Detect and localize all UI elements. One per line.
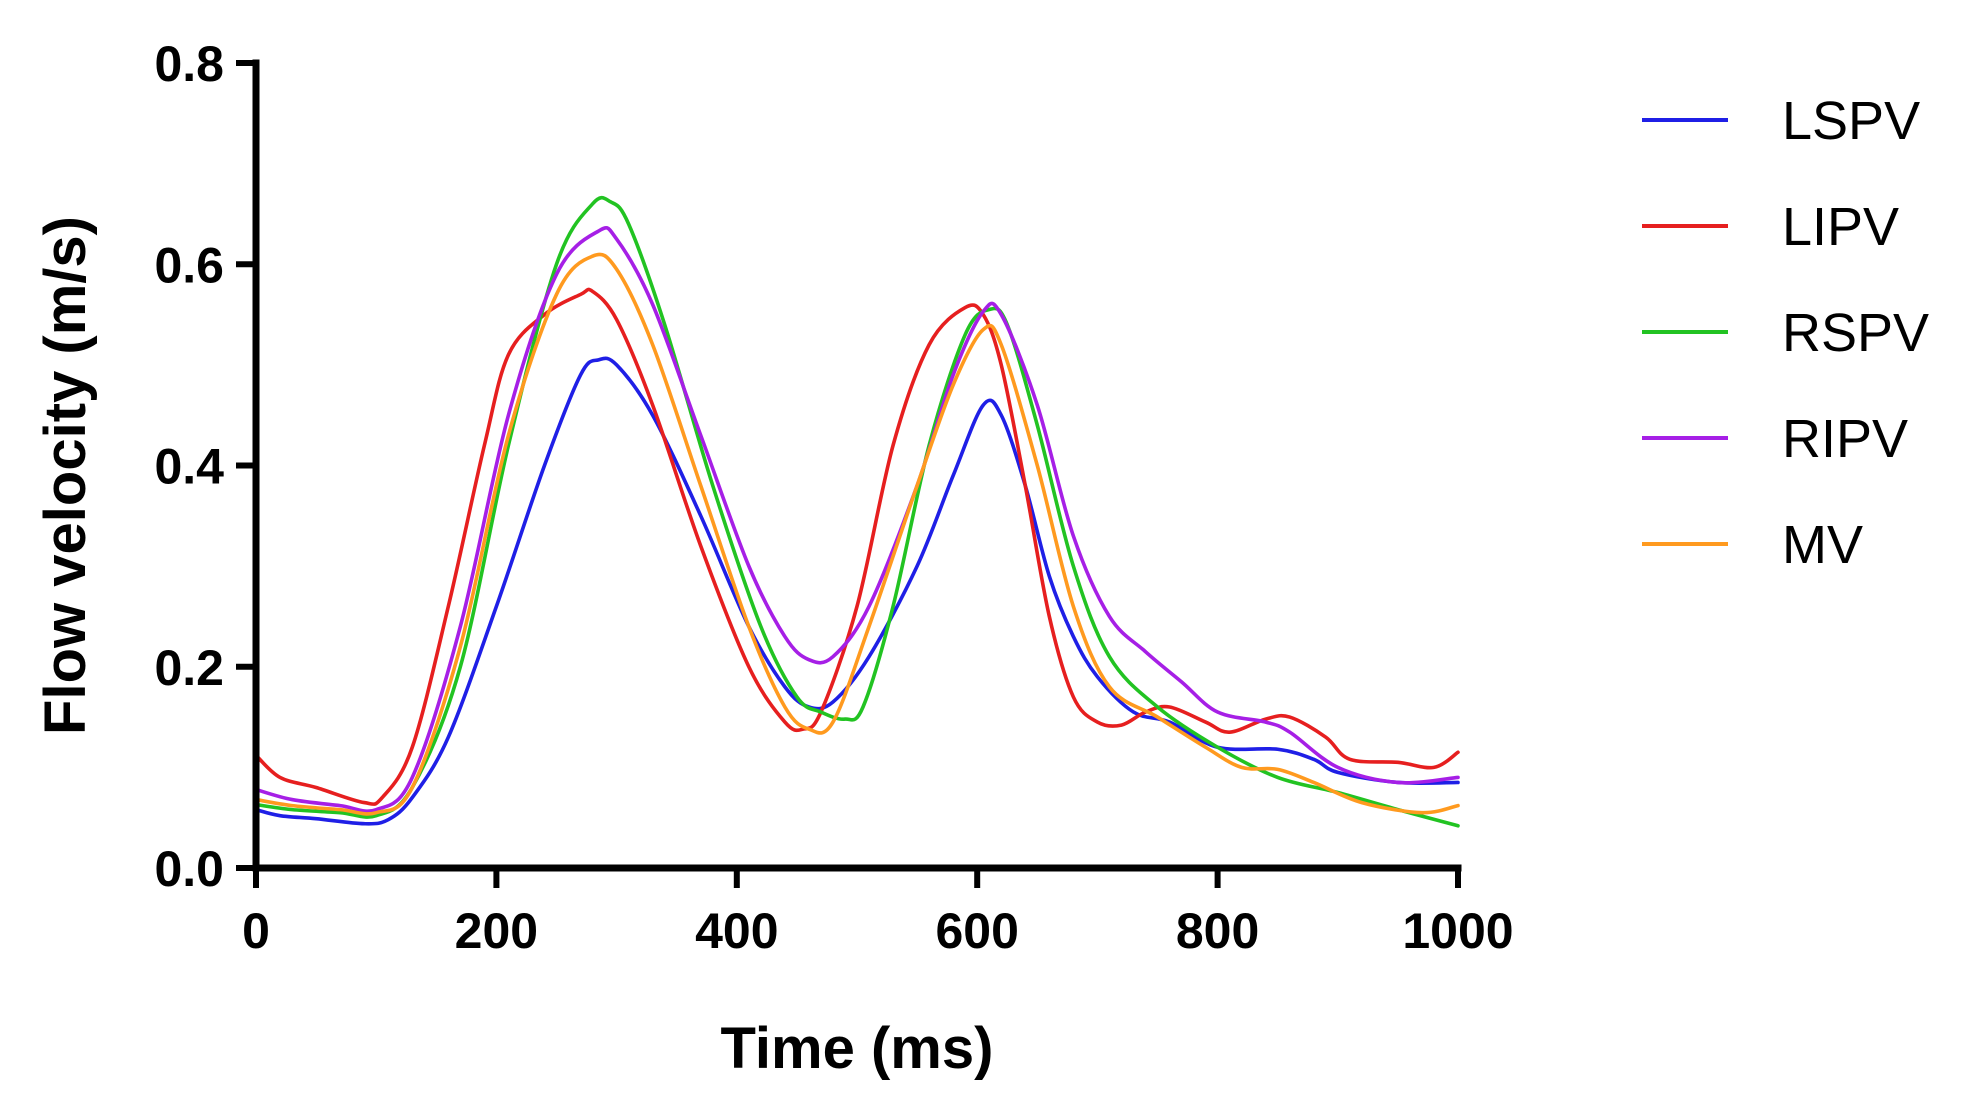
y-tick-label: 0.2 (154, 640, 224, 696)
x-tick-label: 600 (935, 903, 1018, 959)
series-line-lspv (254, 356, 1460, 826)
legend-item-lspv: LSPV (1642, 91, 1920, 151)
y-ticks: 0.0 0.2 0.4 0.6 0.8 (154, 36, 256, 897)
x-tick-label: 400 (695, 903, 778, 959)
legend-label: RSPV (1782, 303, 1929, 363)
legend-label: LSPV (1782, 91, 1920, 151)
series-line-mv (254, 252, 1460, 816)
legend-item-rspv: RSPV (1642, 303, 1929, 363)
legend-item-lipv: LIPV (1642, 197, 1899, 257)
legend-item-ripv: RIPV (1642, 409, 1908, 469)
y-tick-label: 0.8 (154, 36, 224, 92)
plot-area: 0 200 400 600 800 1000 0.0 0.2 0.4 0.6 0.8 (154, 36, 1513, 959)
x-tick-label: 1000 (1402, 903, 1513, 959)
x-tick-label: 800 (1176, 903, 1259, 959)
x-tick-label: 0 (242, 903, 270, 959)
legend-label: LIPV (1782, 197, 1899, 257)
y-axis-title: Flow velocity (m/s) (33, 216, 98, 735)
legend-label: MV (1782, 515, 1863, 575)
legend: LSPV LIPV RSPV RIPV MV (1642, 91, 1929, 575)
series-line-rspv (254, 195, 1460, 828)
y-tick-label: 0.6 (154, 237, 224, 293)
x-tick-label: 200 (455, 903, 538, 959)
x-ticks: 0 200 400 600 800 1000 (242, 868, 1514, 959)
series-line-lipv (254, 287, 1460, 806)
y-tick-label: 0.0 (154, 841, 224, 897)
legend-label: RIPV (1782, 409, 1908, 469)
y-tick-label: 0.4 (154, 439, 224, 495)
x-axis-title: Time (ms) (721, 1016, 994, 1081)
series-line-ripv (254, 226, 1460, 814)
legend-item-mv: MV (1642, 515, 1863, 575)
series-group (254, 195, 1460, 828)
